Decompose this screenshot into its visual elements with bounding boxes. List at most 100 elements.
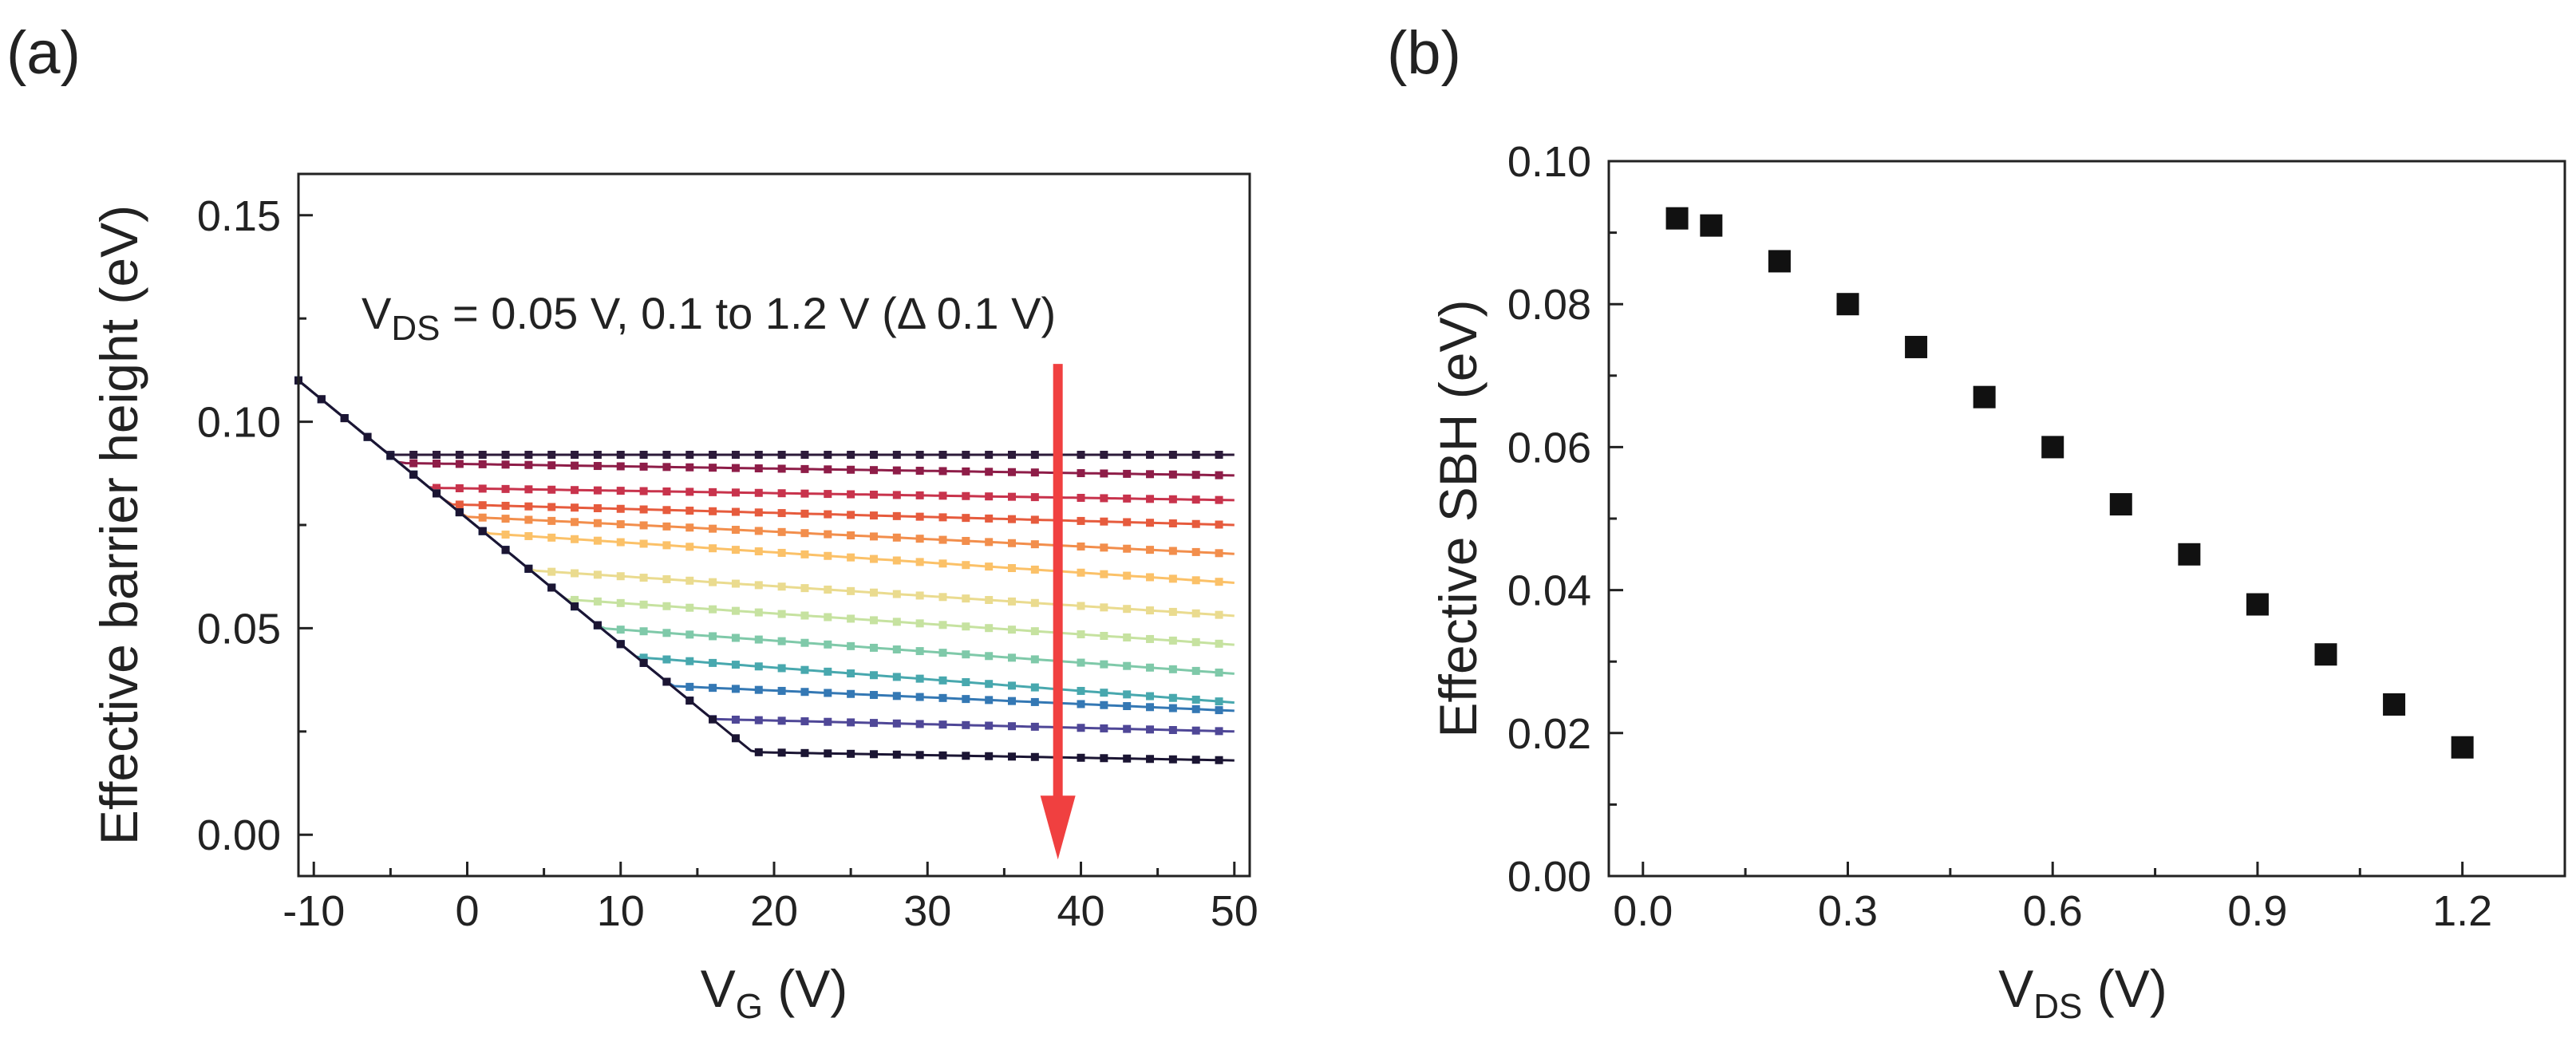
series-line	[298, 379, 1235, 584]
series-marker	[800, 611, 809, 620]
series-marker	[639, 627, 648, 636]
series-marker	[1146, 634, 1155, 643]
series-marker	[662, 487, 671, 495]
series-marker	[869, 643, 878, 652]
series-marker	[1146, 573, 1155, 582]
series-marker	[1008, 515, 1016, 523]
series-marker	[1100, 724, 1108, 732]
series-marker	[1030, 752, 1039, 761]
series-marker	[1077, 516, 1085, 525]
series-marker	[1146, 546, 1155, 555]
series-marker	[938, 751, 947, 760]
series-marker	[731, 488, 740, 497]
series-marker	[1123, 544, 1132, 553]
series-marker	[777, 716, 786, 725]
series-marker	[985, 451, 994, 459]
series-marker	[616, 451, 625, 459]
series-marker	[1146, 451, 1155, 459]
series-marker	[524, 460, 533, 469]
series-marker	[869, 671, 878, 680]
series-marker	[1191, 495, 1200, 504]
series-marker	[985, 721, 994, 730]
series-marker	[847, 531, 855, 540]
series-marker	[1146, 606, 1155, 615]
y-tick-label: 0.15	[197, 192, 281, 240]
series-marker	[709, 487, 717, 496]
series-marker	[1123, 690, 1132, 699]
series-marker	[985, 624, 994, 633]
series-marker	[662, 677, 671, 686]
series-marker	[1030, 722, 1039, 731]
series-marker	[409, 451, 418, 459]
series-marker	[571, 595, 579, 604]
series-marker	[754, 716, 763, 724]
series-marker	[985, 468, 994, 476]
series-marker	[478, 501, 487, 510]
series-line	[298, 379, 1235, 704]
series-marker	[1077, 724, 1085, 732]
series-marker	[892, 533, 901, 542]
series-marker	[962, 514, 970, 523]
y-tick-label: 0.08	[1507, 281, 1591, 329]
series-marker	[1077, 493, 1085, 502]
series-marker	[731, 579, 740, 588]
series-marker	[985, 752, 994, 760]
series-marker	[754, 527, 763, 535]
series-marker	[869, 691, 878, 700]
series-marker	[800, 584, 809, 593]
series-marker	[1100, 469, 1108, 478]
series-marker	[1168, 470, 1177, 479]
series-marker	[731, 685, 740, 693]
series-marker	[709, 524, 717, 533]
series-marker	[777, 610, 786, 618]
series-marker	[1168, 574, 1177, 583]
series-marker	[1077, 700, 1085, 708]
series-marker	[869, 466, 878, 475]
series-marker	[1008, 697, 1016, 705]
series-marker	[685, 657, 694, 665]
series-marker	[501, 501, 510, 510]
series-marker	[824, 451, 832, 459]
series-marker	[824, 717, 832, 726]
series-marker	[1100, 701, 1108, 709]
series-marker	[938, 513, 947, 522]
series-marker	[754, 608, 763, 617]
series-marker	[824, 510, 832, 519]
series-marker	[824, 585, 832, 594]
series-marker	[915, 693, 924, 701]
x-tick-label: 50	[1211, 887, 1258, 935]
series-marker	[777, 686, 786, 695]
series-marker	[1191, 609, 1200, 618]
series-marker	[985, 538, 994, 547]
x-tick-label: 0	[455, 887, 479, 935]
x-tick-label: 0.0	[1613, 887, 1673, 935]
series-marker	[1215, 549, 1223, 558]
data-point	[2314, 643, 2337, 666]
data-point	[2451, 736, 2474, 759]
series-marker	[478, 460, 487, 468]
series-marker	[1146, 725, 1155, 734]
series-marker	[1191, 637, 1200, 646]
series-marker	[847, 641, 855, 650]
panel-b-frame	[1607, 160, 2566, 878]
series-marker	[869, 750, 878, 759]
series-marker	[938, 491, 947, 500]
series-marker	[685, 603, 694, 612]
series-marker	[1030, 468, 1039, 477]
series-marker	[824, 689, 832, 697]
series-marker	[1168, 665, 1177, 673]
series-marker	[1030, 627, 1039, 636]
y-tick-label: 0.06	[1507, 424, 1591, 472]
series-marker	[1100, 754, 1108, 763]
series-marker	[1123, 702, 1132, 711]
series-marker	[800, 638, 809, 647]
series-marker	[754, 685, 763, 694]
series-marker	[662, 602, 671, 610]
series-marker	[985, 652, 994, 661]
series-marker	[869, 719, 878, 728]
panel-a-y-axis-title: Effective barrier height (eV)	[89, 205, 148, 845]
series-marker	[1008, 722, 1016, 731]
series-marker	[938, 451, 947, 459]
series-marker	[962, 695, 970, 704]
panel-b-ticks: 0.0 0.3 0.6 0.9 1.2 0.00 0.02 0.04 0.06 0.08 0.10	[1507, 138, 2566, 935]
